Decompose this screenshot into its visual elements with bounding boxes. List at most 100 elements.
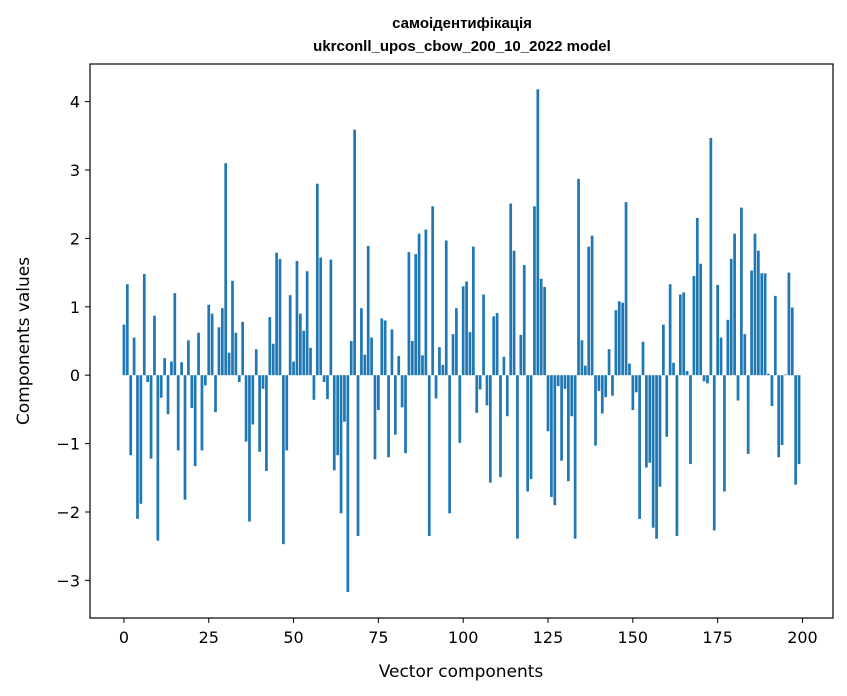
- bar: [265, 375, 268, 471]
- bar: [726, 319, 730, 376]
- bar: [438, 347, 441, 376]
- bar: [472, 246, 475, 376]
- bar: [746, 375, 750, 454]
- bar: [241, 321, 245, 376]
- bar: [295, 260, 299, 376]
- bar: [685, 371, 689, 376]
- x-tick-label: 100: [448, 628, 479, 647]
- bar: [231, 280, 234, 376]
- bar: [773, 295, 777, 376]
- bar: [173, 293, 177, 376]
- bar: [611, 375, 614, 396]
- bar: [322, 375, 326, 383]
- bar: [522, 265, 526, 376]
- bar: [790, 307, 794, 376]
- bar: [458, 375, 462, 443]
- bar: [546, 375, 550, 432]
- bar: [553, 375, 557, 506]
- bar: [590, 235, 594, 376]
- x-tick-label: 75: [368, 628, 388, 647]
- y-tick-label: 0: [70, 366, 80, 385]
- bar: [139, 375, 143, 504]
- bar: [448, 375, 451, 514]
- bar: [377, 375, 380, 411]
- chart-title: самоідентифікація: [392, 15, 532, 32]
- bar: [512, 250, 516, 376]
- bar: [166, 375, 170, 415]
- bar: [288, 295, 292, 376]
- bar: [573, 375, 577, 539]
- bar: [278, 258, 282, 376]
- x-tick-label: 200: [787, 628, 818, 647]
- bar: [319, 257, 323, 376]
- chart-subtitle: ukrconll_upos_cbow_200_10_2022 model: [313, 38, 611, 55]
- bar: [393, 375, 397, 435]
- bar: [539, 278, 543, 376]
- bar: [210, 313, 214, 376]
- bar: [536, 89, 540, 376]
- bar: [268, 317, 272, 376]
- bar: [777, 375, 781, 458]
- bar: [699, 263, 703, 376]
- bar: [577, 178, 580, 376]
- bar: [631, 375, 635, 411]
- bar: [363, 354, 367, 376]
- bar: [244, 375, 248, 442]
- bar: [628, 363, 631, 376]
- bar: [207, 304, 211, 376]
- bar: [417, 233, 421, 376]
- bar: [665, 375, 669, 437]
- bar: [607, 349, 611, 376]
- bar: [200, 375, 204, 451]
- bar: [366, 245, 370, 376]
- bar: [509, 203, 513, 376]
- bar: [787, 272, 791, 376]
- y-tick-label: 2: [70, 229, 80, 248]
- bar: [434, 375, 438, 399]
- bar: [743, 334, 747, 376]
- bar: [122, 324, 126, 376]
- bar: [214, 375, 217, 413]
- x-tick-label: 125: [533, 628, 564, 647]
- bar: [763, 273, 767, 376]
- bar: [329, 259, 333, 376]
- bar: [678, 294, 682, 376]
- bar: [373, 375, 377, 460]
- bar: [638, 375, 641, 519]
- bar: [441, 364, 445, 376]
- bar: [444, 240, 448, 376]
- bar: [309, 347, 312, 376]
- bar: [719, 337, 723, 376]
- bar: [478, 375, 482, 390]
- bar: [163, 358, 166, 376]
- bar: [407, 252, 411, 376]
- bar: [702, 375, 706, 382]
- bar: [645, 375, 648, 468]
- bar: [170, 361, 173, 376]
- bar: [461, 286, 465, 376]
- bar: [594, 375, 597, 446]
- bar: [190, 375, 194, 409]
- bar: [326, 375, 329, 400]
- bar: [370, 337, 373, 376]
- y-tick-label: 3: [70, 161, 80, 180]
- bar: [156, 375, 160, 541]
- bar: [183, 375, 187, 500]
- bar: [343, 375, 346, 422]
- bar: [580, 340, 584, 376]
- bar: [136, 375, 139, 519]
- bar: [784, 374, 787, 376]
- bar: [475, 375, 479, 413]
- bar: [753, 233, 757, 376]
- bar: [556, 375, 560, 387]
- bar: [658, 375, 662, 487]
- bar: [641, 341, 645, 376]
- bar: [543, 286, 546, 376]
- bar: [614, 310, 618, 376]
- bar: [672, 362, 675, 376]
- bar: [254, 349, 258, 376]
- bar: [339, 375, 343, 514]
- bar: [587, 246, 591, 376]
- bar: [519, 334, 523, 376]
- bar: [258, 375, 261, 452]
